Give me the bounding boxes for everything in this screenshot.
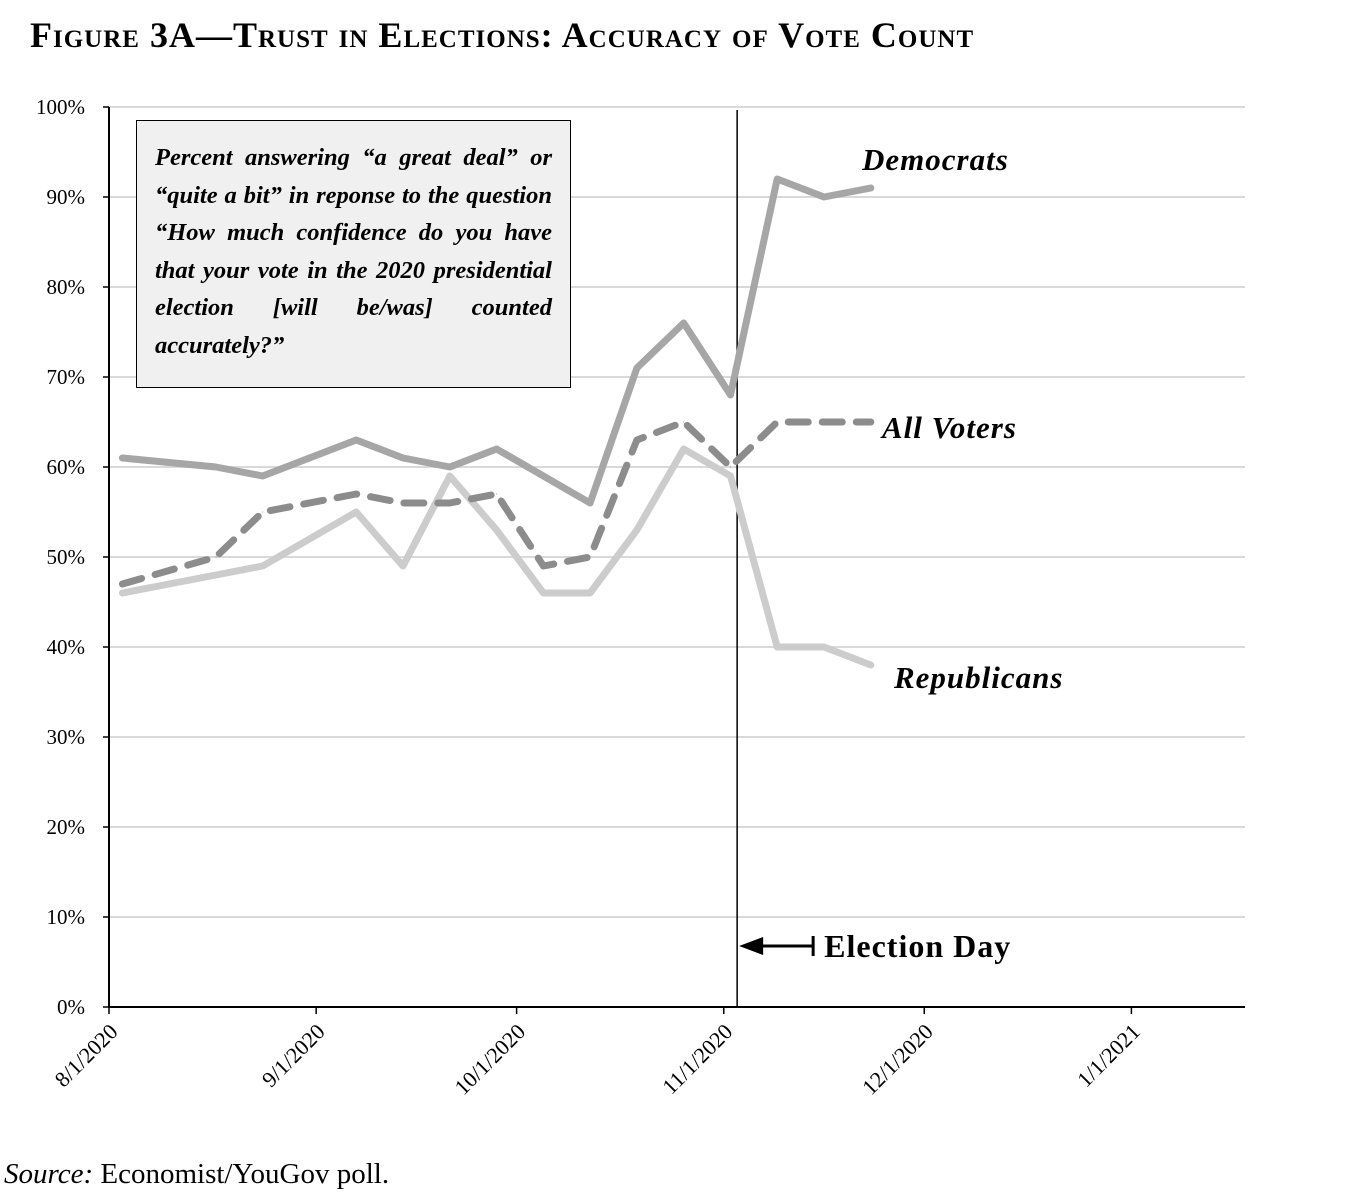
data-point [729, 475, 731, 477]
data-point [636, 439, 638, 441]
data-point [215, 556, 217, 558]
data-point [215, 466, 217, 468]
data-point [121, 583, 123, 585]
y-tick-label: 20% [47, 815, 86, 839]
source-text: Economist/YouGov poll. [93, 1158, 390, 1190]
data-point [262, 475, 264, 477]
y-tick-label: 40% [47, 635, 86, 659]
data-point [262, 565, 264, 567]
source-label: Source: [4, 1158, 94, 1190]
data-point [776, 421, 778, 423]
series-lines [118, 175, 875, 669]
data-point [683, 421, 685, 423]
y-tick-label: 60% [47, 455, 86, 479]
x-tick-label: 8/1/2020 [50, 1019, 123, 1092]
data-point [870, 187, 872, 189]
data-point [355, 511, 357, 513]
data-point [449, 475, 451, 477]
data-point [449, 466, 451, 468]
election-day-label: Election Day [824, 928, 1011, 964]
y-tick-label: 90% [47, 185, 86, 209]
data-point [355, 439, 357, 441]
y-tick-label: 10% [47, 905, 86, 929]
data-point [542, 565, 544, 567]
source-note: Source: Economist/YouGov poll. [4, 1158, 389, 1191]
data-point [776, 178, 778, 180]
data-point [636, 529, 638, 531]
y-tick-label: 70% [47, 365, 86, 389]
data-point [636, 367, 638, 369]
data-point [589, 592, 591, 594]
data-point [589, 556, 591, 558]
data-point [870, 421, 872, 423]
annotation-box: Percent answering “a great deal” or “qui… [136, 120, 571, 388]
y-tick-label: 50% [47, 545, 86, 569]
data-point [729, 394, 731, 396]
data-point [683, 322, 685, 324]
chart-title: Figure 3A—Trust in Elections: Accuracy o… [30, 15, 975, 55]
series-label-all-voters: All Voters [880, 410, 1017, 445]
data-point [823, 196, 825, 198]
data-point [496, 529, 498, 531]
data-point [496, 448, 498, 450]
y-tick-label: 30% [47, 725, 86, 749]
labels: Election Day Democrats All Voters Republica… [739, 142, 1063, 964]
data-point [402, 457, 404, 459]
series-label-democrats: Democrats [861, 142, 1009, 177]
election-day-arrow-head [739, 937, 764, 955]
data-point [496, 493, 498, 495]
y-tick-label: 100% [36, 95, 85, 119]
data-point [542, 592, 544, 594]
data-point [823, 646, 825, 648]
y-tick-label: 0% [57, 995, 85, 1019]
data-point [121, 592, 123, 594]
data-point [776, 646, 778, 648]
data-point [823, 421, 825, 423]
data-point [262, 511, 264, 513]
x-tick-label: 10/1/2020 [449, 1019, 530, 1100]
data-point [121, 457, 123, 459]
data-point [449, 502, 451, 504]
data-point [215, 574, 217, 576]
data-point [402, 502, 404, 504]
data-point [355, 493, 357, 495]
data-point [402, 565, 404, 567]
y-tick-label: 80% [47, 275, 86, 299]
data-point [729, 466, 731, 468]
x-tick-label: 12/1/2020 [857, 1019, 938, 1100]
x-tick-label: 11/1/2020 [657, 1019, 737, 1099]
x-tick-label: 9/1/2020 [257, 1019, 330, 1092]
x-tick-label: 1/1/2021 [1072, 1019, 1145, 1092]
series-label-republicans: Republicans [893, 660, 1063, 695]
data-point [870, 664, 872, 666]
series-line-democrats [118, 175, 875, 507]
data-point [683, 448, 685, 450]
data-point [589, 502, 591, 504]
